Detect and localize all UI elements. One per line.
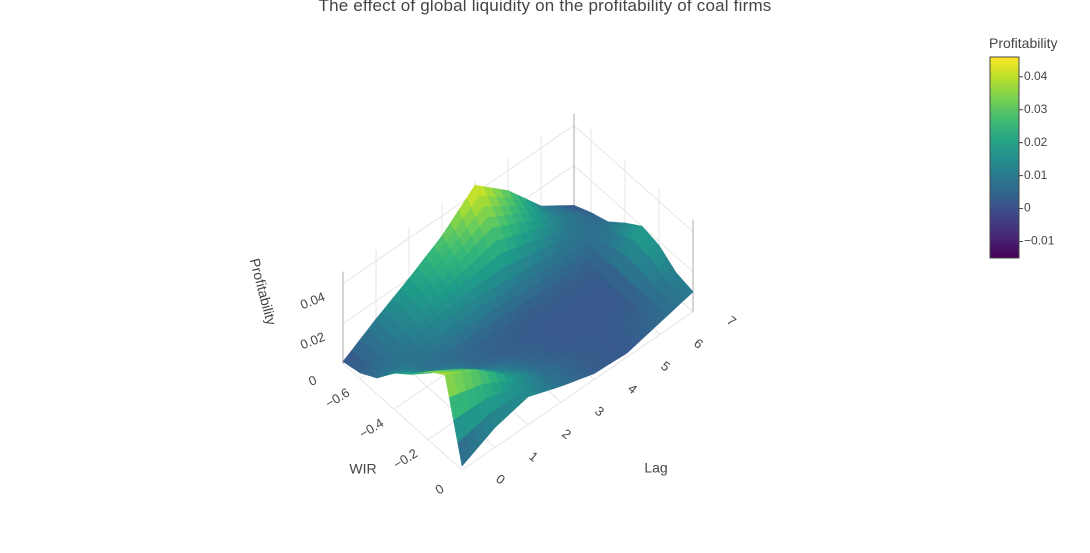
colorbar-tick-label: 0.02 — [1024, 135, 1048, 149]
surface — [342, 184, 694, 467]
colorbar-gradient-bar — [989, 56, 1020, 259]
lag-tick-label: 6 — [691, 335, 706, 351]
wir-axis-title: WIR — [349, 461, 376, 477]
colorbar-tick-label: −0.01 — [1024, 234, 1055, 248]
lag-tick-label: 0 — [493, 471, 508, 487]
z-tick-label: 0.04 — [298, 289, 327, 312]
wir-tick-label: −0.2 — [391, 446, 421, 472]
lag-tick-label: 4 — [625, 381, 640, 397]
lag-tick-label: 2 — [559, 426, 574, 442]
floor-gridline-wir — [461, 311, 694, 471]
wir-tick-label: −0.6 — [323, 385, 353, 411]
lag-tick-label: 3 — [592, 403, 607, 419]
floor-gridline-lag — [342, 363, 463, 471]
surface-patch — [457, 435, 471, 467]
colorbar-tick-label: 0.04 — [1024, 69, 1048, 83]
sidewall-gridline-z — [573, 125, 694, 233]
lag-tick-label: 5 — [658, 358, 673, 374]
lag-tick-label: 1 — [526, 448, 541, 464]
wir-tick-label: −0.4 — [357, 415, 387, 441]
backwall-gridline-z — [342, 124, 575, 285]
z-axis-title: Profitability — [247, 257, 280, 327]
colorbar-title: Profitability — [989, 35, 1058, 51]
z-tick-label: 0 — [306, 372, 318, 389]
colorbar: −0.01 0 0.01 0.02 0.03 0.04 — [989, 56, 1055, 259]
sidewall-gridline-z — [573, 165, 694, 273]
wir-tick-label: 0 — [432, 481, 446, 498]
z-tick-label: 0.02 — [298, 329, 327, 352]
lag-tick-label: 7 — [724, 313, 739, 329]
colorbar-tick-label: 0.03 — [1024, 102, 1048, 116]
lag-axis-title: Lag — [644, 460, 667, 476]
chart-title: The effect of global liquidity on the pr… — [318, 0, 772, 15]
colorbar-tick-label: 0 — [1024, 201, 1031, 215]
colorbar-tick-label: 0.01 — [1024, 168, 1048, 182]
